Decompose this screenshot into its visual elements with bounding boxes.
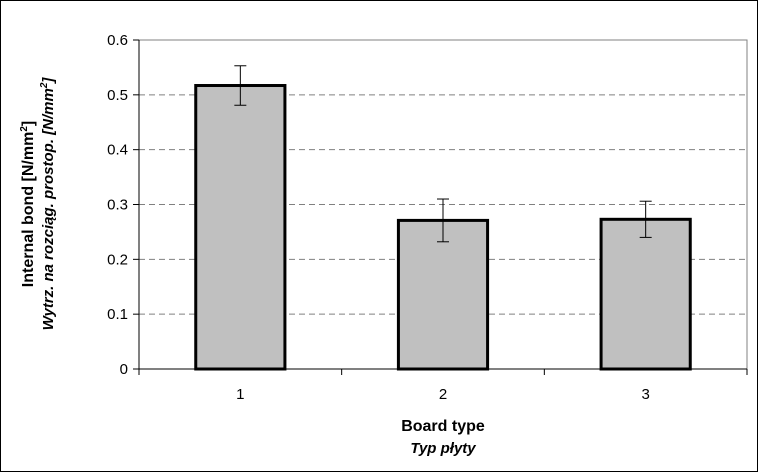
bars xyxy=(194,84,692,371)
y-tick-labels: 0 0.1 0.2 0.3 0.4 0.5 0.6 xyxy=(107,32,139,378)
x-tick-label: 1 xyxy=(236,386,244,403)
y-axis-title-close: ] xyxy=(20,121,37,126)
bar xyxy=(396,218,490,371)
y-tick-label: 0.4 xyxy=(107,142,128,159)
y-tick-label: 0.5 xyxy=(107,87,128,104)
error-bars xyxy=(234,65,652,243)
bar xyxy=(599,217,692,371)
error-bar xyxy=(437,198,449,243)
y-tick-label: 0.3 xyxy=(107,197,128,214)
bar xyxy=(194,84,287,371)
y-axis-subtitle-sup: 2 xyxy=(39,82,50,89)
y-axis-title-text: Internal bond [N/mm xyxy=(20,132,37,288)
error-bar xyxy=(234,65,247,106)
y-axis-title-sup: 2 xyxy=(19,126,30,132)
y-tick-label: 0.1 xyxy=(107,306,128,323)
error-bar xyxy=(639,200,652,238)
y-tick-label: 0.2 xyxy=(107,251,128,268)
y-axis-subtitle-close: ] xyxy=(40,77,57,85)
y-axis-subtitle-text: Wytrz. na rozciąg. prostop. [N/mm xyxy=(40,88,57,330)
x-tick-label: 2 xyxy=(439,386,447,403)
y-tick-label: 0.6 xyxy=(107,32,128,49)
x-axis-title: Board type xyxy=(401,418,485,435)
y-axis-subtitle: Wytrz. na rozciąg. prostop. [N/mm2] xyxy=(39,77,57,331)
y-tick-label: 0 xyxy=(120,361,128,378)
x-tick-labels: 1 2 3 xyxy=(138,369,748,403)
y-axis-title: Internal bond [N/mm2] xyxy=(19,121,37,287)
x-tick-label: 3 xyxy=(641,386,649,403)
x-axis-subtitle: Typ płyty xyxy=(410,440,476,457)
